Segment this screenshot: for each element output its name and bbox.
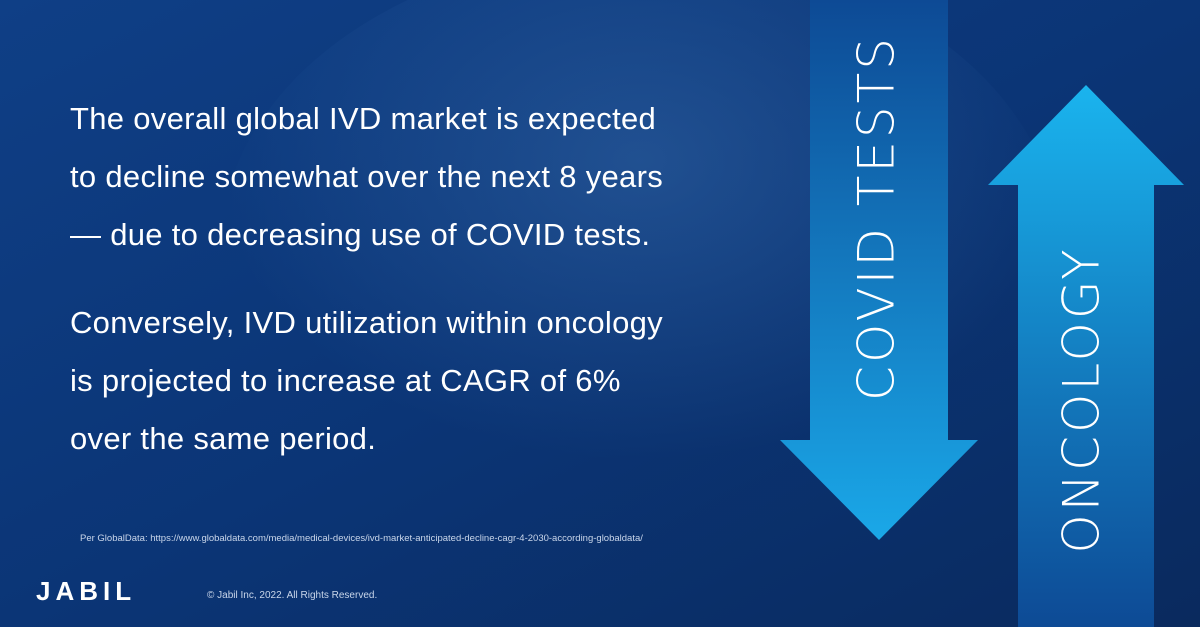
down-arrow-label: COVID TESTS	[848, 35, 906, 401]
paragraph-line: The overall global IVD market is expecte…	[70, 101, 656, 136]
up-arrow-label: ONCOLOGY	[1053, 246, 1111, 553]
paragraph-line: — due to decreasing use of COVID tests.	[70, 217, 650, 252]
copyright: © Jabil Inc, 2022. All Rights Reserved.	[207, 590, 377, 601]
source-note: Per GlobalData: https://www.globaldata.c…	[80, 533, 643, 544]
paragraph-line: to decline somewhat over the next 8 year…	[70, 159, 663, 194]
body-text: The overall global IVD market is expecte…	[70, 101, 663, 456]
down-arrow	[780, 0, 978, 540]
paragraph-line: over the same period.	[70, 421, 376, 456]
up-arrow	[988, 85, 1184, 627]
paragraph-line: is projected to increase at CAGR of 6%	[70, 363, 621, 398]
logo: JABIL	[36, 576, 136, 606]
paragraph-line: Conversely, IVD utilization within oncol…	[70, 305, 663, 340]
